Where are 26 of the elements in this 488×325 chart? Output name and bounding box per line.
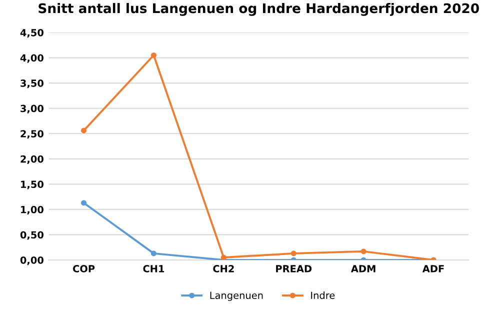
y-tick-label: 3,50	[20, 80, 44, 88]
y-tick-label: 0,50	[20, 231, 44, 240]
x-tick-label: PREAD	[276, 265, 312, 272]
chart-title: Snitt antall lus Langenuen og Indre Hardangerfjorden 2020	[38, 3, 479, 16]
point	[220, 254, 226, 260]
y-tick-label: 0,00	[20, 256, 44, 266]
legend-label: Langenuen	[210, 292, 263, 301]
y-tick-label: 2,00	[20, 155, 44, 164]
point	[290, 250, 296, 256]
point	[150, 250, 156, 256]
y-tick-label: 1,50	[21, 180, 44, 190]
x-tick-label: COP	[72, 265, 95, 272]
y-tick-label: 4,00	[20, 54, 44, 63]
legend-label: Indre	[311, 292, 335, 300]
point	[150, 52, 156, 58]
point	[80, 200, 87, 206]
point	[360, 248, 366, 254]
y-tick-label: 2,50	[20, 130, 44, 139]
x-tick-label: ADM	[350, 265, 376, 272]
y-tick-label: 1,00	[21, 206, 44, 215]
y-tick-label: 3,00	[20, 104, 44, 114]
y-tick-label: 4,50	[20, 28, 44, 38]
point	[80, 128, 87, 134]
x-tick-label: CH2	[213, 265, 234, 272]
x-tick-label: CH1	[143, 265, 164, 272]
x-tick-label: ADF	[422, 265, 444, 272]
